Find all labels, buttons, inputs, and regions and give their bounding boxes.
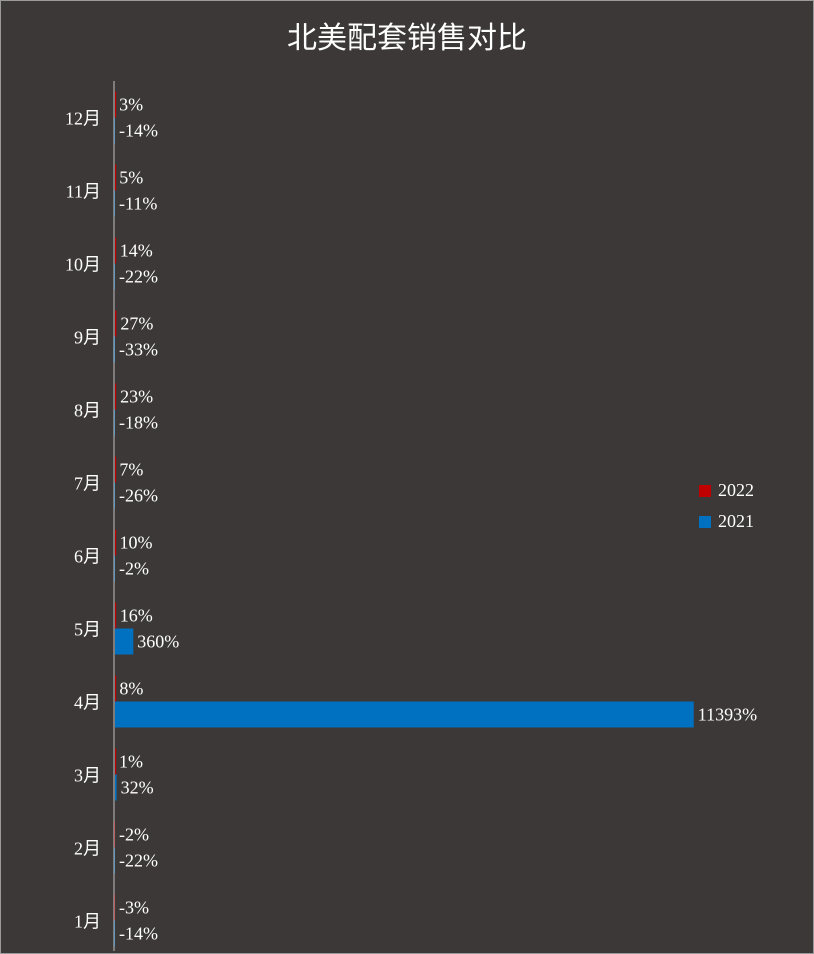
data-label: 27% xyxy=(120,314,153,334)
category-label: 2月 xyxy=(74,839,101,859)
data-label: -11% xyxy=(119,194,157,214)
category-label: 1月 xyxy=(74,912,101,932)
legend-swatch-2022 xyxy=(699,484,711,497)
data-label: 16% xyxy=(120,606,153,626)
data-label: 3% xyxy=(119,95,143,115)
data-label: -22% xyxy=(119,851,158,871)
data-label: -2% xyxy=(119,825,149,845)
bar-2022 xyxy=(115,748,117,775)
bar-2021 xyxy=(115,701,694,728)
data-label: 5% xyxy=(119,168,143,188)
data-label: 14% xyxy=(120,241,153,261)
data-label: 7% xyxy=(119,460,143,480)
data-label: 1% xyxy=(119,752,143,772)
bars-layer xyxy=(113,91,694,947)
data-label: -22% xyxy=(119,267,158,287)
category-label: 7月 xyxy=(74,474,101,494)
legend-label-2022: 2022 xyxy=(718,480,754,500)
bar-2022 xyxy=(115,456,117,483)
bar-2021 xyxy=(115,628,134,655)
data-label: 32% xyxy=(121,778,154,798)
category-label: 12月 xyxy=(65,109,101,129)
legend-label-2021: 2021 xyxy=(718,511,754,531)
category-label: 9月 xyxy=(74,328,101,348)
data-label: -26% xyxy=(119,486,158,506)
category-label: 6月 xyxy=(74,547,101,567)
bar-2022 xyxy=(115,675,117,702)
category-label: 10月 xyxy=(65,255,101,275)
data-label: -33% xyxy=(119,340,158,360)
legend-swatch-2021 xyxy=(699,515,711,528)
data-label: -14% xyxy=(119,924,158,944)
labels-layer: 1月 -3% -14% 2月 -2% -22% 3月 1% 32% 4月 8% 11393% 5月 16%… xyxy=(65,95,757,944)
chart-title: 北美配套销售对比 xyxy=(287,21,527,56)
bar-2022 xyxy=(115,310,117,337)
category-label: 4月 xyxy=(74,693,101,713)
data-label: -18% xyxy=(119,413,158,433)
category-label: 8月 xyxy=(74,401,101,421)
bar-2022 xyxy=(115,91,117,118)
bar-2022 xyxy=(115,237,117,264)
category-label: 5月 xyxy=(74,620,101,640)
data-label: -3% xyxy=(119,898,149,918)
bar-2021 xyxy=(115,774,117,801)
legend-item-2021: 2021 xyxy=(699,506,754,537)
bar-2022 xyxy=(115,529,117,556)
data-label: 11393% xyxy=(698,705,757,725)
bar-2022 xyxy=(115,164,117,191)
data-label: 23% xyxy=(120,387,153,407)
data-label: 8% xyxy=(119,679,143,699)
category-label: 11月 xyxy=(66,182,101,202)
bar-2022 xyxy=(115,383,117,410)
data-label: 10% xyxy=(120,533,153,553)
category-label: 3月 xyxy=(74,766,101,786)
legend: 2022 2021 xyxy=(699,475,754,537)
legend-item-2022: 2022 xyxy=(699,475,754,506)
data-label: 360% xyxy=(137,632,179,652)
bar-2022 xyxy=(115,602,117,629)
data-label: -14% xyxy=(119,121,158,141)
data-label: -2% xyxy=(119,559,149,579)
